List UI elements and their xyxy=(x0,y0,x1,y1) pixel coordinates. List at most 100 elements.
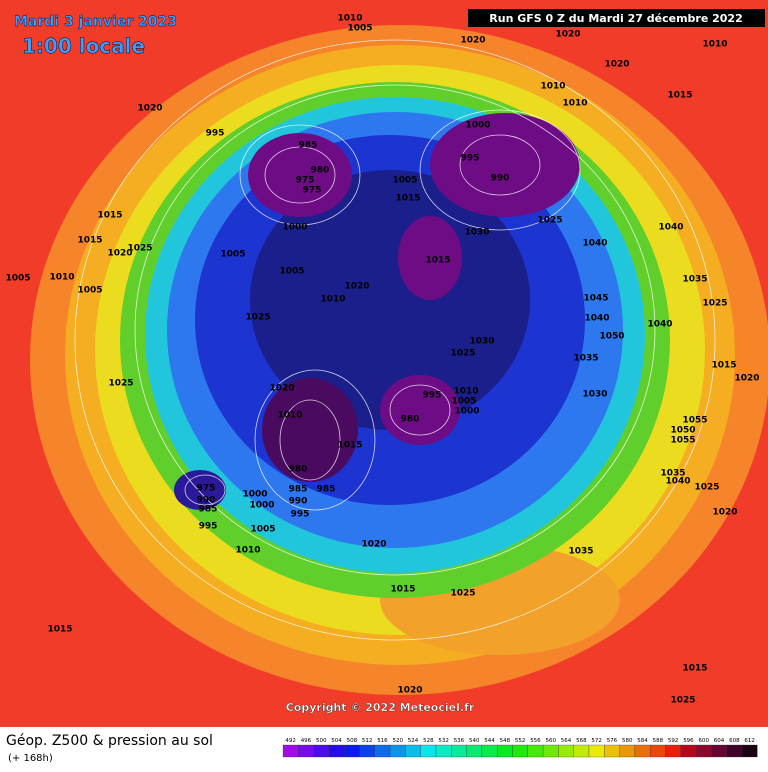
pressure-label: 1025 xyxy=(702,299,727,309)
colorbar-swatch xyxy=(374,744,391,758)
colorbar-tick: 568 xyxy=(576,738,587,744)
colorbar-tick: 508 xyxy=(347,738,358,744)
colorbar-swatch xyxy=(634,744,651,758)
colorbar-swatch xyxy=(405,744,421,758)
pressure-label: 1015 xyxy=(337,441,362,451)
pressure-label: 1025 xyxy=(450,349,475,359)
colorbar-swatch xyxy=(282,744,299,758)
colorbar-swatch xyxy=(512,744,528,758)
isobars xyxy=(74,39,716,641)
colorbar-tick: 528 xyxy=(423,738,434,744)
pressure-label: 1015 xyxy=(682,664,707,674)
pressure-label: 1020 xyxy=(712,508,737,518)
colorbar-tick: 504 xyxy=(331,738,342,744)
colorbar-swatch xyxy=(313,744,330,758)
pressure-label: 980 xyxy=(401,415,420,425)
pressure-label: 1035 xyxy=(568,547,593,557)
colorbar-tick: 596 xyxy=(683,738,694,744)
pressure-label: 1025 xyxy=(245,313,270,323)
colorbar-swatch xyxy=(665,744,681,758)
colorbar-tick: 592 xyxy=(668,738,679,744)
time-label: 1:00 locale xyxy=(22,34,145,58)
pressure-label: 1020 xyxy=(137,104,162,114)
pressure-label: 1010 xyxy=(562,99,587,109)
colorbar-swatch xyxy=(328,744,345,758)
pressure-label: 1020 xyxy=(397,686,422,696)
pressure-label: 1015 xyxy=(390,585,415,595)
colorbar-swatch xyxy=(711,744,727,758)
pressure-label: 1025 xyxy=(694,483,719,493)
pressure-label: 1000 xyxy=(282,223,307,233)
colorbar-tick: 544 xyxy=(484,738,495,744)
colorbar-swatch xyxy=(588,744,605,758)
pressure-label: 1015 xyxy=(711,361,736,371)
pressure-label: 990 xyxy=(289,497,308,507)
pressure-label: 1010 xyxy=(453,387,478,397)
pressure-label: 1030 xyxy=(582,390,607,400)
pressure-label: 1055 xyxy=(682,416,707,426)
pressure-label: 1015 xyxy=(667,91,692,101)
pressure-label: 975 xyxy=(197,484,216,494)
field xyxy=(30,25,768,695)
pressure-label: 995 xyxy=(199,522,218,532)
colorbar-swatch xyxy=(604,744,620,758)
pressure-label: 1000 xyxy=(249,501,274,511)
colorbar-swatch xyxy=(558,744,574,758)
pressure-label: 995 xyxy=(291,510,310,520)
colorbar-tick: 584 xyxy=(637,738,648,744)
colorbar-swatch xyxy=(680,744,697,758)
colorbar-swatch xyxy=(497,744,513,758)
colorbar-tick: 500 xyxy=(316,738,327,744)
colorbar-tick: 600 xyxy=(699,738,710,744)
pressure-label: 1045 xyxy=(583,294,608,304)
pressure-label: 1020 xyxy=(460,36,485,46)
pressure-label: 1015 xyxy=(77,236,102,246)
colorbar-swatch xyxy=(542,744,559,758)
colorbar-swatch xyxy=(344,744,360,758)
colorbar-tick: 556 xyxy=(530,738,541,744)
pressure-label: 1025 xyxy=(537,216,562,226)
colorbar-tick: 540 xyxy=(469,738,480,744)
pressure-label: 1005 xyxy=(451,397,476,407)
pressure-label: 1035 xyxy=(660,469,685,479)
pressure-label: 1015 xyxy=(47,625,72,635)
pressure-label: 1055 xyxy=(670,436,695,446)
pressure-label: 1040 xyxy=(647,320,672,330)
pressure-label: 995 xyxy=(461,154,480,164)
pressure-labels: 1010100510201020101010201020101010101015… xyxy=(5,14,759,706)
pressure-label: 1005 xyxy=(5,274,30,284)
colorbar-tick: 588 xyxy=(653,738,664,744)
colorbar-tick: 552 xyxy=(515,738,526,744)
pressure-label: 985 xyxy=(289,485,308,495)
pressure-label: 1040 xyxy=(584,314,609,324)
colorbar-tick: 604 xyxy=(714,738,725,744)
pressure-label: 1005 xyxy=(250,525,275,535)
pressure-label: 1015 xyxy=(97,211,122,221)
pressure-label: 1005 xyxy=(77,286,102,296)
pressure-label: 1010 xyxy=(702,40,727,50)
colorbar-swatch xyxy=(650,744,666,758)
pressure-label: 1030 xyxy=(464,228,489,238)
colorbar-tick: 612 xyxy=(744,738,755,744)
pressure-label: 985 xyxy=(317,485,336,495)
colorbar-tick: 512 xyxy=(362,738,373,744)
pressure-label: 980 xyxy=(311,166,330,176)
pressure-label: 1020 xyxy=(361,540,386,550)
footer-subtitle: (+ 168h) xyxy=(8,753,53,764)
pressure-label: 1025 xyxy=(127,244,152,254)
pressure-label: 1020 xyxy=(604,60,629,70)
pressure-label: 1040 xyxy=(658,223,683,233)
pressure-label: 1035 xyxy=(573,354,598,364)
pressure-label: 1030 xyxy=(469,337,494,347)
pressure-label: 1010 xyxy=(320,295,345,305)
colorbar-swatch xyxy=(389,744,406,758)
pressure-label: 1010 xyxy=(540,82,565,92)
pressure-label: 975 xyxy=(296,176,315,186)
pressure-label: 1040 xyxy=(665,477,690,487)
pressure-label: 1000 xyxy=(242,490,267,500)
colorbar-swatch xyxy=(619,744,636,758)
pressure-label: 990 xyxy=(197,496,216,506)
pressure-label: 980 xyxy=(289,465,308,475)
